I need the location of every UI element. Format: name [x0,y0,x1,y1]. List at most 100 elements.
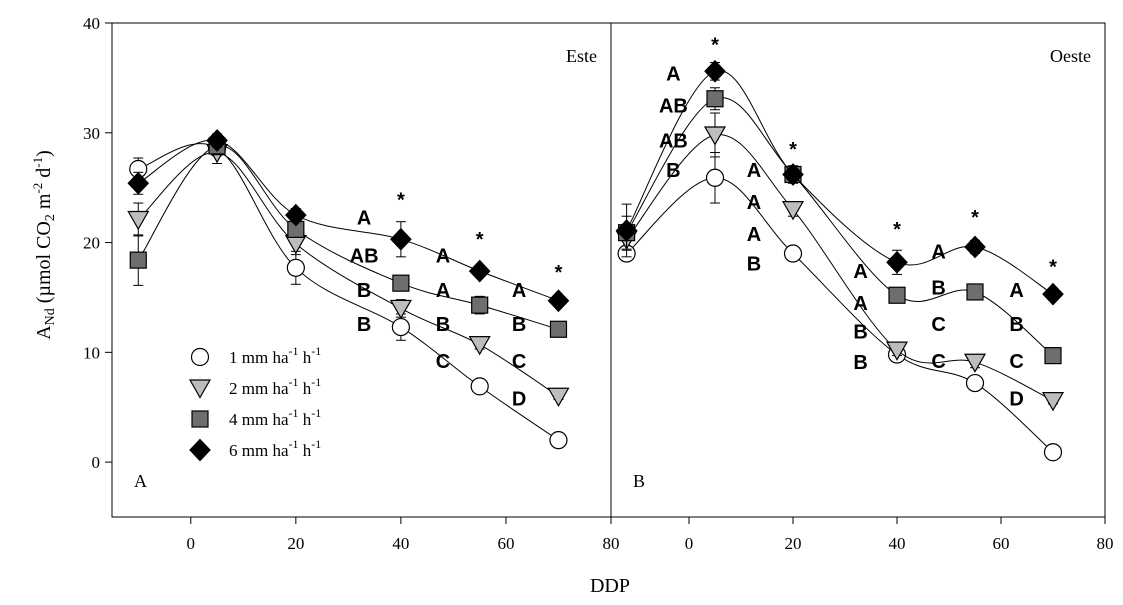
series-1 [129,139,568,450]
data-point [391,317,410,337]
legend-label-sup2: -1 [311,437,321,451]
y-axis-title-sup1: -2 [30,183,45,194]
data-point [390,227,412,251]
data-point [468,259,491,283]
significance-letter: C [436,351,450,373]
significance-letter: AB [659,95,688,117]
series-2 [127,141,570,407]
data-point [966,283,984,301]
x-tick-label: 0 [187,534,196,553]
significance-letter: A [931,241,945,263]
legend-label-sup1: -1 [289,375,299,389]
data-point [704,59,726,83]
data-point [615,219,638,242]
series-3 [617,87,1062,365]
y-axis-title: ANd (µmol CO2 m-2 d-1) [30,150,58,340]
y-axis-title-sub1: Nd [43,308,58,325]
data-point [706,90,724,108]
legend-label-mid: h [299,348,312,367]
x-tick-label: 60 [993,534,1010,553]
data-point [285,203,307,227]
x-axis-title: DDP [590,575,630,597]
significance-letter: D [1009,388,1023,410]
panels-layer: 0 20 40 60 80010203040AEsteAABBBAABCABCD***0… [83,14,1114,553]
y-axis-title-sup2: -1 [30,157,45,168]
legend-label-pre: 2 mm ha [229,379,289,398]
panel-title: Este [566,46,597,66]
data-point [1044,347,1062,365]
legend-label-sup2: -1 [311,406,321,420]
panel-frame [111,22,612,518]
legend-label-pre: 4 mm ha [229,410,289,429]
legend-label-pre: 6 mm ha [229,441,289,460]
data-point [963,353,987,373]
x-tick-label: 80 [1097,534,1114,553]
y-tick-label: 20 [83,234,100,253]
significance-letter: B [853,352,867,374]
significance-letter: A [853,293,867,315]
data-point [965,373,985,393]
legend-label-sup2: -1 [311,375,321,389]
data-point [470,377,489,396]
significance-letter: B [1009,314,1023,336]
significance-letter: C [512,351,526,373]
significance-star: * [789,139,797,161]
significance-star: * [476,229,484,251]
significance-letter: A [853,261,867,283]
legend-label-pre: 1 mm ha [229,348,289,367]
significance-star: * [397,189,405,211]
y-tick-label: 30 [83,124,100,143]
x-tick-label: 60 [497,534,514,553]
data-point [705,168,725,187]
x-tick-label: 20 [785,534,802,553]
legend-marker [189,438,211,462]
series-4 [615,59,1064,306]
y-axis-title-rest3: d [33,168,55,183]
legend-label: 4 mm ha-1 h-1 [229,406,321,429]
data-point [549,431,568,450]
data-point [703,126,727,146]
data-point [1042,282,1064,306]
x-tick-label: 40 [392,534,409,553]
legend: 1 mm ha-1 h-12 mm ha-1 h-14 mm ha-1 h-16… [188,344,321,462]
significance-star: * [555,262,563,284]
panel-title: Oeste [1050,46,1091,66]
y-axis-title-rest1: (µmol CO [33,221,55,308]
x-tick-label: 40 [889,534,906,553]
data-point [284,235,307,255]
significance-star: * [711,35,719,57]
significance-star: * [971,207,979,229]
significance-letter: D [512,388,526,410]
data-point [392,274,410,292]
legend-label-sup1: -1 [289,437,299,451]
legend-label-mid: h [299,410,312,429]
series-3 [129,136,568,338]
significance-letter: A [512,280,526,302]
y-axis-title-sub2: 2 [43,214,58,221]
legend-label-mid: h [299,441,312,460]
data-point [468,336,491,356]
significance-letter: AB [350,246,379,268]
significance-star: * [1049,256,1057,278]
legend-label-sup1: -1 [289,344,299,358]
x-tick-label: 20 [287,534,304,553]
significance-star: * [893,219,901,241]
data-point [389,299,412,320]
data-point [783,244,803,263]
legend-label: 1 mm ha-1 h-1 [229,344,321,367]
significance-letter: B [747,253,761,275]
data-point [888,286,906,304]
significance-letter: B [436,314,450,336]
significance-letter: B [931,278,945,300]
series-4 [127,129,570,313]
significance-letter: A [747,192,761,214]
series-line [626,134,1054,402]
panel-frame [610,22,1106,518]
significance-letter: C [931,314,945,336]
panel-label: A [134,471,147,491]
data-point [1041,392,1065,412]
data-point [885,341,909,361]
y-axis-title-rest2: m [33,193,55,214]
